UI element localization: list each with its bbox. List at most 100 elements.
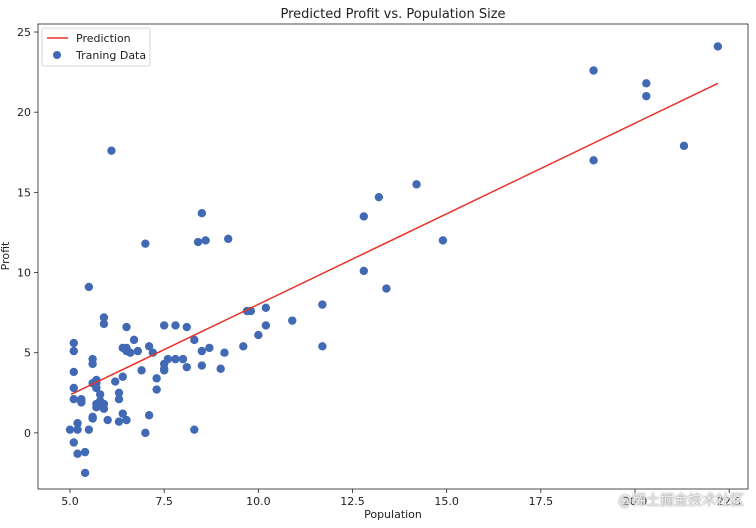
scatter-point bbox=[69, 338, 78, 348]
scatter-point bbox=[80, 447, 90, 457]
scatter-point bbox=[69, 383, 78, 393]
scatter-point bbox=[84, 425, 94, 434]
scatter-point bbox=[107, 146, 116, 155]
scatter-point bbox=[152, 374, 161, 383]
scatter-point bbox=[126, 348, 135, 357]
scatter-point bbox=[318, 342, 327, 351]
scatter-point bbox=[178, 354, 188, 364]
scatter-point bbox=[73, 425, 82, 434]
scatter-point bbox=[163, 354, 173, 364]
plot-area bbox=[37, 23, 749, 490]
scatter-point bbox=[141, 239, 150, 248]
scatter-point bbox=[69, 438, 78, 447]
y-tick-label: 10 bbox=[17, 267, 31, 280]
scatter-point bbox=[114, 388, 124, 397]
scatter-point bbox=[118, 409, 127, 418]
scatter-point bbox=[133, 346, 143, 356]
scatter-point bbox=[589, 66, 598, 75]
scatter-point bbox=[190, 425, 199, 434]
scatter-point bbox=[438, 236, 448, 245]
scatter-point bbox=[679, 141, 689, 151]
legend-training-label: Traning Data bbox=[75, 49, 146, 62]
scatter-point bbox=[99, 313, 109, 322]
x-tick-label: 5.0 bbox=[61, 495, 79, 508]
scatter-point bbox=[73, 449, 82, 458]
scatter-point bbox=[69, 367, 78, 377]
scatter-point bbox=[122, 322, 131, 332]
scatter-point bbox=[92, 403, 101, 412]
x-tick-label: 10.0 bbox=[246, 495, 271, 508]
scatter-point bbox=[261, 321, 271, 330]
scatter-point bbox=[288, 316, 297, 325]
scatter-point bbox=[190, 335, 199, 345]
x-tick-label: 22.5 bbox=[717, 495, 742, 508]
scatter-point bbox=[201, 236, 210, 245]
scatter-point bbox=[171, 354, 180, 364]
chart-title: Predicted Profit vs. Population Size bbox=[280, 7, 505, 22]
scatter-point bbox=[261, 303, 271, 313]
y-axis-label: Profit bbox=[0, 241, 12, 270]
prediction-line bbox=[70, 82, 719, 396]
scatter-point bbox=[159, 321, 169, 330]
y-tick-label: 25 bbox=[17, 26, 31, 39]
scatter-point bbox=[318, 300, 327, 309]
scatter-point bbox=[152, 385, 161, 394]
scatter-point bbox=[182, 362, 191, 372]
y-tick-label: 20 bbox=[17, 106, 31, 119]
x-tick-label: 12.5 bbox=[340, 495, 365, 508]
scatter-point bbox=[171, 321, 180, 330]
scatter-point bbox=[88, 412, 97, 422]
scatter-point bbox=[713, 42, 723, 51]
scatter-point bbox=[95, 390, 105, 399]
scatter-point bbox=[197, 361, 207, 370]
scatter-point bbox=[359, 212, 369, 221]
scatter-point bbox=[224, 234, 233, 244]
scatter-point bbox=[589, 156, 598, 165]
legend-prediction-label: Prediction bbox=[76, 32, 131, 45]
scatter-point bbox=[77, 398, 86, 407]
scatter-point bbox=[182, 322, 191, 332]
scatter-point bbox=[412, 180, 421, 189]
scatter-point bbox=[144, 411, 154, 420]
scatter-point bbox=[205, 343, 214, 353]
scatter-point bbox=[99, 319, 109, 329]
scatter-point bbox=[69, 395, 78, 404]
scatter-point bbox=[254, 330, 263, 340]
scatter-point bbox=[69, 346, 78, 356]
scatter-point bbox=[84, 282, 94, 292]
y-tick-label: 5 bbox=[24, 347, 31, 360]
scatter-point bbox=[374, 192, 384, 202]
scatter-point bbox=[642, 91, 651, 101]
scatter-point bbox=[129, 335, 139, 345]
scatter-point bbox=[65, 425, 75, 434]
scatter-point bbox=[144, 342, 154, 351]
y-tick-label: 15 bbox=[17, 186, 31, 199]
legend-point-swatch bbox=[53, 51, 61, 59]
watermark: @稀土掘金技术社区 bbox=[618, 493, 744, 509]
scatter-point bbox=[159, 364, 169, 373]
scatter-point bbox=[118, 343, 127, 353]
scatter-point bbox=[99, 404, 109, 414]
scatter-points bbox=[65, 42, 723, 478]
scatter-point bbox=[220, 348, 229, 357]
scatter-point bbox=[137, 366, 146, 375]
scatter-point bbox=[111, 377, 120, 386]
scatter-point bbox=[359, 266, 369, 276]
scatter-point bbox=[114, 395, 124, 404]
scatter-point bbox=[197, 346, 207, 356]
scatter-point bbox=[382, 284, 391, 293]
scatter-point bbox=[95, 396, 105, 406]
legend-box bbox=[41, 27, 151, 67]
x-tick-label: 17.5 bbox=[529, 495, 554, 508]
scatter-point bbox=[193, 237, 203, 247]
axis-ticks: 5.0 7.5 10.0 12.5 15.0 17.5 20.0 22.5 0 5 10 15 20 25 bbox=[17, 26, 741, 508]
x-tick-label: 20.0 bbox=[623, 495, 648, 508]
x-tick-label: 15.0 bbox=[434, 495, 459, 508]
scatter-point bbox=[88, 359, 97, 369]
y-tick-label: 0 bbox=[24, 427, 31, 440]
scatter-point bbox=[114, 417, 124, 426]
x-axis-label: Population bbox=[364, 508, 422, 521]
scatter-point bbox=[103, 415, 112, 425]
scatter-point bbox=[141, 428, 150, 438]
prediction-line-group bbox=[70, 82, 719, 396]
